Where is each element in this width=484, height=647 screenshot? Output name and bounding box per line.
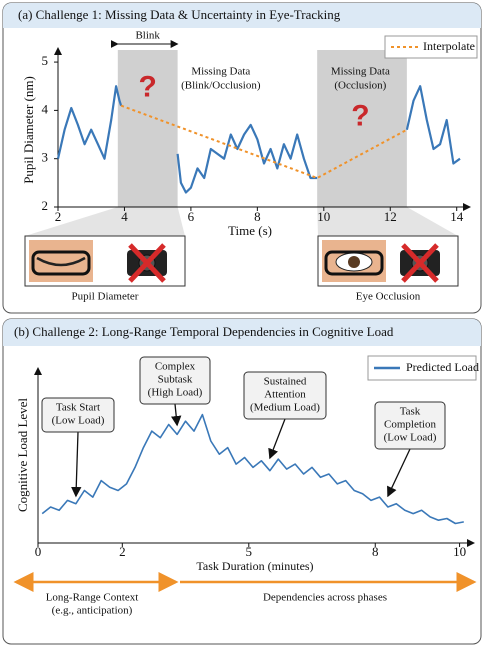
annotation: Attention: [264, 389, 306, 401]
x-tick-label: 6: [188, 209, 195, 224]
annotation: Missing Data: [331, 65, 390, 77]
legend-label: Interpolate: [423, 39, 475, 53]
x-tick-label: 2: [119, 544, 126, 559]
x-tick-label: 12: [384, 209, 397, 224]
y-tick-label: 5: [42, 53, 49, 68]
x-tick-label: 14: [450, 209, 464, 224]
inset-label: Pupil Diameter: [72, 291, 139, 303]
chart-title: (a) Challenge 1: Missing Data & Uncertai…: [18, 7, 341, 22]
annotation: (Low Load): [52, 415, 105, 427]
annotation: Subtask: [158, 374, 193, 386]
inset-label: Eye Occlusion: [356, 291, 421, 303]
legend-label: Predicted Load: [406, 360, 479, 374]
annotation: Sustained: [264, 376, 307, 388]
x-axis-label: Time (s): [228, 223, 272, 238]
annotation: (Blink/Occlusion): [181, 79, 261, 91]
y-tick-label: 2: [42, 198, 49, 213]
annotation: (Medium Load): [250, 402, 320, 414]
x-tick-label: 10: [317, 209, 330, 224]
y-tick-label: 4: [42, 101, 49, 116]
annotation: Completion: [384, 419, 436, 431]
x-tick-label: 5: [246, 544, 253, 559]
annotation: Task Start: [56, 402, 100, 414]
x-tick-label: 0: [35, 544, 42, 559]
annotation: (High Load): [148, 387, 203, 399]
chart-title: (b) Challenge 2: Long-Range Temporal Dep…: [14, 324, 394, 339]
region-label: Blink: [135, 30, 160, 42]
annotation: (Occlusion): [334, 79, 386, 91]
y-axis-label: Pupil Diameter (nm): [21, 76, 36, 184]
annotation: Long-Range Context: [46, 592, 139, 604]
annotation: (Low Load): [384, 432, 437, 444]
annotation: (e.g., anticipation): [52, 605, 133, 617]
x-axis-label: Task Duration (minutes): [196, 559, 313, 573]
annotation: Task: [400, 406, 421, 418]
x-tick-label: 8: [372, 544, 379, 559]
annotation: Complex: [155, 361, 196, 373]
annotation: ?: [139, 71, 157, 104]
y-axis-label: Cognitive Load Level: [15, 398, 30, 512]
x-tick-label: 8: [254, 209, 261, 224]
x-tick-label: 2: [55, 209, 62, 224]
figure: (a) Challenge 1: Missing Data & Uncertai…: [0, 0, 484, 647]
eye-photo: [29, 240, 93, 282]
annotation: ?: [351, 100, 369, 133]
annotation: Dependencies across phases: [263, 592, 387, 604]
x-tick-label: 10: [453, 544, 466, 559]
annotation: Missing Data: [191, 65, 250, 77]
iris: [348, 256, 360, 268]
x-tick-label: 4: [121, 209, 128, 224]
y-tick-label: 3: [42, 150, 49, 165]
